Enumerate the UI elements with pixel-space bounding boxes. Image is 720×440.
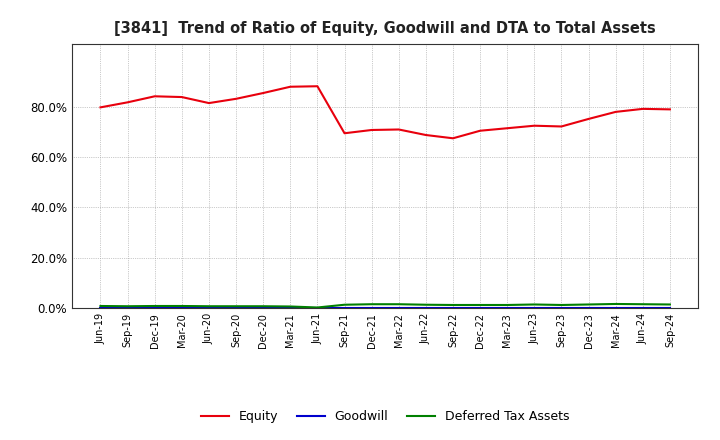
Title: [3841]  Trend of Ratio of Equity, Goodwill and DTA to Total Assets: [3841] Trend of Ratio of Equity, Goodwil… xyxy=(114,21,656,36)
Goodwill xyxy=(232,305,240,311)
Goodwill xyxy=(178,305,186,311)
Equity xyxy=(530,123,539,128)
Equity xyxy=(557,124,566,129)
Goodwill xyxy=(286,305,294,311)
Deferred Tax Assets xyxy=(584,302,593,307)
Deferred Tax Assets xyxy=(421,302,430,308)
Deferred Tax Assets xyxy=(639,301,647,307)
Deferred Tax Assets xyxy=(286,304,294,309)
Equity xyxy=(639,106,647,111)
Goodwill xyxy=(665,305,674,311)
Goodwill xyxy=(204,305,213,311)
Deferred Tax Assets xyxy=(449,302,457,308)
Deferred Tax Assets xyxy=(96,303,105,308)
Goodwill xyxy=(530,305,539,311)
Legend: Equity, Goodwill, Deferred Tax Assets: Equity, Goodwill, Deferred Tax Assets xyxy=(197,406,574,429)
Equity xyxy=(150,94,159,99)
Goodwill xyxy=(476,305,485,311)
Deferred Tax Assets xyxy=(341,302,349,308)
Deferred Tax Assets xyxy=(395,301,403,307)
Equity xyxy=(204,100,213,106)
Goodwill xyxy=(557,305,566,311)
Goodwill xyxy=(395,305,403,311)
Deferred Tax Assets xyxy=(204,304,213,309)
Equity xyxy=(421,132,430,138)
Goodwill xyxy=(96,305,105,311)
Deferred Tax Assets xyxy=(611,301,620,307)
Equity xyxy=(313,84,322,89)
Goodwill xyxy=(150,305,159,311)
Deferred Tax Assets xyxy=(178,303,186,308)
Equity xyxy=(395,127,403,132)
Equity xyxy=(341,131,349,136)
Equity xyxy=(286,84,294,89)
Line: Equity: Equity xyxy=(101,86,670,138)
Deferred Tax Assets xyxy=(476,302,485,308)
Goodwill xyxy=(421,305,430,311)
Goodwill xyxy=(503,305,511,311)
Goodwill xyxy=(449,305,457,311)
Line: Deferred Tax Assets: Deferred Tax Assets xyxy=(101,304,670,308)
Goodwill xyxy=(367,305,376,311)
Equity xyxy=(96,105,105,110)
Equity xyxy=(584,116,593,121)
Equity xyxy=(611,109,620,114)
Deferred Tax Assets xyxy=(557,302,566,308)
Deferred Tax Assets xyxy=(259,304,268,309)
Goodwill xyxy=(313,305,322,311)
Goodwill xyxy=(611,305,620,311)
Equity xyxy=(232,96,240,102)
Deferred Tax Assets xyxy=(367,301,376,307)
Goodwill xyxy=(639,305,647,311)
Goodwill xyxy=(584,305,593,311)
Deferred Tax Assets xyxy=(150,303,159,308)
Equity xyxy=(449,136,457,141)
Equity xyxy=(476,128,485,133)
Goodwill xyxy=(123,305,132,311)
Deferred Tax Assets xyxy=(232,304,240,309)
Equity xyxy=(367,127,376,132)
Goodwill xyxy=(259,305,268,311)
Deferred Tax Assets xyxy=(503,302,511,308)
Equity xyxy=(259,90,268,95)
Deferred Tax Assets xyxy=(530,302,539,307)
Equity xyxy=(123,100,132,105)
Deferred Tax Assets xyxy=(313,305,322,310)
Deferred Tax Assets xyxy=(665,302,674,307)
Equity xyxy=(503,125,511,131)
Equity xyxy=(665,107,674,112)
Goodwill xyxy=(341,305,349,311)
Deferred Tax Assets xyxy=(123,304,132,309)
Equity xyxy=(178,95,186,100)
